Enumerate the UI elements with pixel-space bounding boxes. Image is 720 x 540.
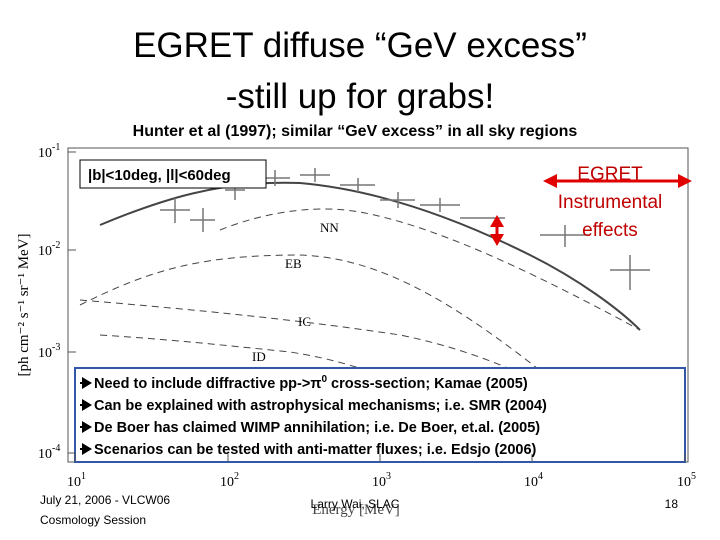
- total-curve: [99, 181, 641, 331]
- bullet-part: Need to include diffractive pp->: [94, 376, 310, 392]
- bullet-box: [74, 367, 686, 463]
- tick-base: 10: [677, 475, 691, 490]
- title-line: -still up for grabs!: [226, 77, 494, 116]
- curve-label: ID: [252, 349, 266, 364]
- bullet-part: π: [310, 376, 321, 392]
- tick-label: 104: [524, 471, 543, 490]
- tick-label: 105: [677, 471, 696, 490]
- tick-label: 103: [372, 471, 391, 490]
- footer-left: July 21, 2006 - VLCW06: [40, 493, 170, 507]
- bullet: Scenarios can be tested with anti-matter…: [94, 442, 537, 458]
- tick-label: 101: [67, 471, 86, 490]
- y-axis-label: [ph cm⁻² s⁻¹ sr⁻¹ MeV]: [16, 233, 32, 376]
- bullet-part: De Boer has claimed WIMP annihilation; i…: [94, 420, 540, 436]
- bullet: Can be explained with astrophysical mech…: [94, 398, 547, 414]
- x-axis-label: Energy [MeV]: [312, 502, 400, 518]
- data-points: [160, 168, 650, 290]
- tick-base: 10: [67, 475, 81, 490]
- page-number: 18: [665, 497, 679, 511]
- tick-base: 10: [372, 475, 386, 490]
- annotation: Instrumental: [558, 192, 663, 213]
- bullet-part: 0: [321, 374, 327, 385]
- tick-label: 10-1: [38, 142, 60, 161]
- id-curve: [99, 334, 381, 376]
- subtitle: Hunter et al (1997); similar “GeV excess…: [133, 123, 578, 140]
- eb-curve: [79, 254, 601, 421]
- title-line: EGRET diffuse “GeV excess”: [133, 26, 587, 65]
- curve-label: IC: [298, 314, 311, 329]
- tick-base: 10: [524, 475, 538, 490]
- tick-label: 10-2: [38, 240, 60, 259]
- bullet-arrow: [82, 377, 92, 389]
- bullet-arrow: [82, 421, 92, 433]
- tick-exponent: -3: [52, 342, 60, 353]
- footer-center: Larry Wai, SLAC: [311, 497, 400, 511]
- tick-exponent: -2: [52, 240, 60, 251]
- tick-exponent: 5: [691, 471, 696, 482]
- plot: NN EB IC ID |b|<10deg, |l|<60deg EGRET I…: [16, 147, 692, 518]
- curve-label: NN: [320, 220, 339, 235]
- bullet: De Boer has claimed WIMP annihilation; i…: [94, 420, 540, 436]
- arrows: [490, 174, 692, 246]
- bullet-part: cross-section; Kamae (2005): [327, 376, 528, 392]
- bullet-arrow: [82, 443, 92, 455]
- tick-exponent: -4: [52, 443, 60, 454]
- bullet: Need to include diffractive pp->π0 cross…: [94, 374, 528, 392]
- tick-base: 10: [220, 475, 234, 490]
- tick-base: 10: [38, 146, 52, 161]
- curve-label: EB: [285, 256, 302, 271]
- tick-exponent: 1: [81, 471, 86, 482]
- tick-label: 10-4: [38, 443, 60, 462]
- bullet-part: Can be explained with astrophysical mech…: [94, 398, 547, 414]
- tick-exponent: -1: [52, 142, 60, 153]
- bullet-part: Scenarios can be tested with anti-matter…: [94, 442, 537, 458]
- tick-base: 10: [38, 346, 52, 361]
- tick-exponent: 4: [538, 471, 543, 482]
- region-box: [79, 159, 267, 189]
- region-label: |b|<10deg, |l|<60deg: [88, 167, 231, 184]
- footer-left: Cosmology Session: [40, 513, 146, 527]
- tick-label: 10-3: [38, 342, 60, 361]
- tick-base: 10: [38, 244, 52, 259]
- tick-label: 102: [220, 471, 239, 490]
- tick-exponent: 2: [234, 471, 239, 482]
- tick-exponent: 3: [386, 471, 391, 482]
- tick-base: 10: [38, 447, 52, 462]
- nn-curve: [219, 208, 641, 331]
- bullet-arrow: [82, 399, 92, 411]
- annotation: effects: [582, 220, 638, 241]
